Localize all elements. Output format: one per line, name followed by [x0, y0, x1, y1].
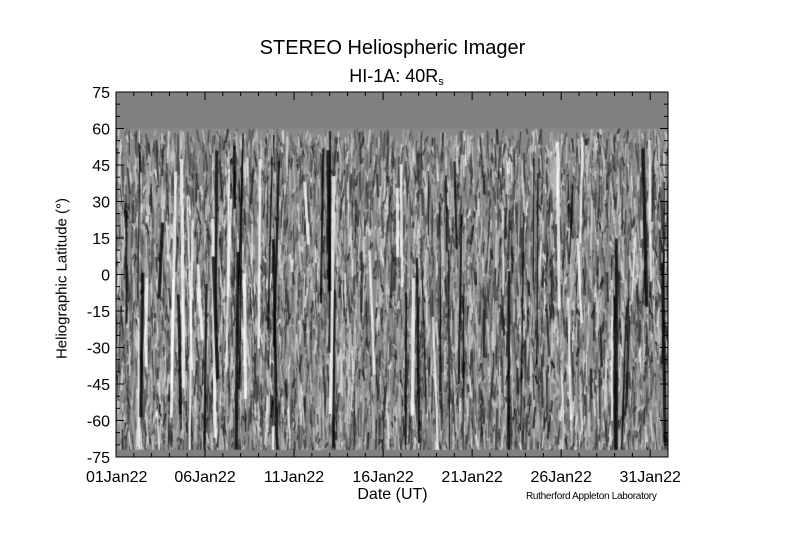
x-tick-label: 06Jan22 [174, 469, 235, 486]
subtitle-subscript: s [438, 76, 444, 88]
heatmap-image [116, 92, 668, 457]
plot-frame [115, 91, 669, 458]
x-tick-label: 21Jan22 [441, 469, 502, 486]
y-tick-label: -30 [87, 341, 110, 358]
y-tick-label: -15 [87, 304, 110, 321]
y-tick-label: -75 [87, 450, 110, 467]
x-tick-label: 11Jan22 [264, 469, 324, 486]
x-tick-label: 01Jan22 [86, 469, 147, 486]
y-tick-label: 45 [92, 158, 110, 175]
chart-subtitle: HI-1A: 40Rs [0, 66, 785, 88]
subtitle-text: HI-1A: 40R [349, 66, 439, 86]
y-tick-label: 15 [92, 231, 110, 248]
y-tick-label: -45 [87, 377, 110, 394]
y-tick-label: 30 [92, 195, 110, 212]
y-tick-label: 75 [92, 85, 110, 102]
chart-title: STEREO Heliospheric Imager [259, 37, 526, 59]
x-axis-label: Date (UT) [357, 486, 428, 503]
y-tick-label: 0 [101, 268, 110, 285]
y-tick-label: 60 [92, 122, 110, 139]
credit-text: Rutherford Appleton Laboratory [526, 491, 657, 502]
x-tick-label: 16Jan22 [352, 469, 413, 486]
x-tick-label: 31Jan22 [619, 469, 680, 486]
x-tick-label: 26Jan22 [530, 469, 591, 486]
y-tick-label: -60 [87, 414, 110, 431]
y-axis-label: Heliographic Latitude (°) [53, 197, 71, 360]
